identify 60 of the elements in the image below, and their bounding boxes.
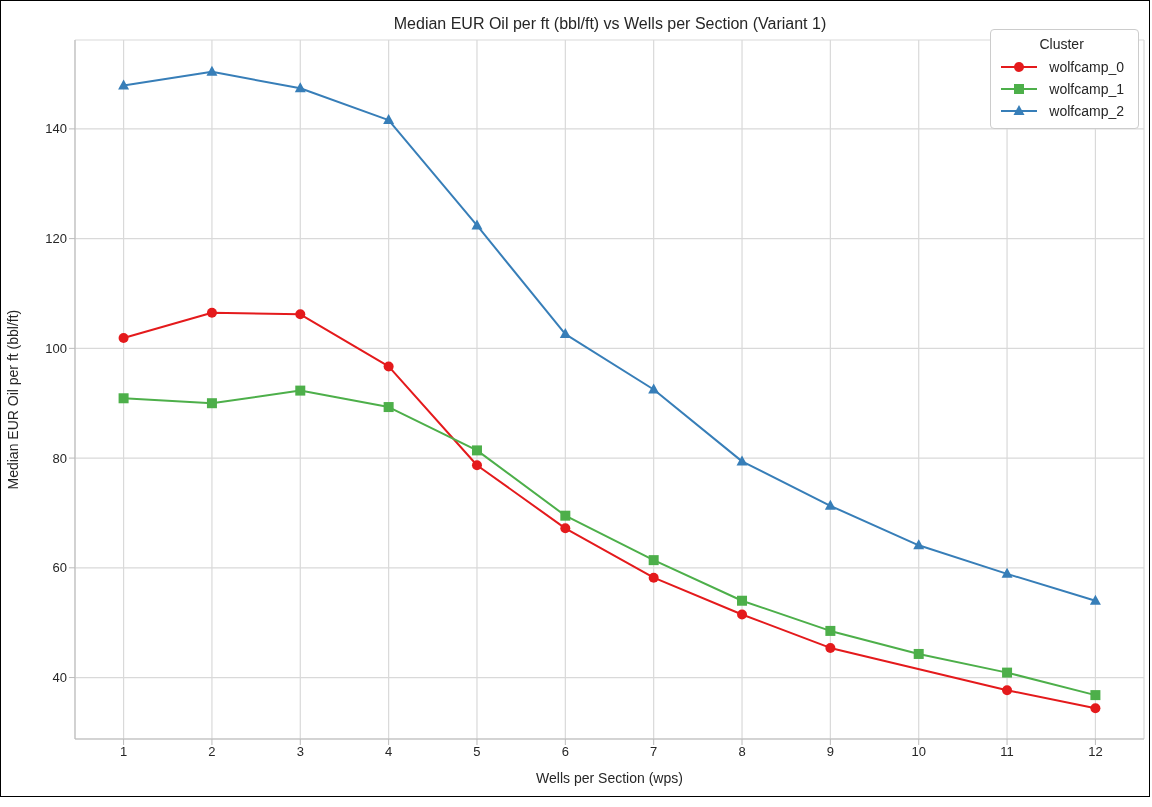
x-tick-label: 9 <box>826 744 834 760</box>
point <box>560 523 571 534</box>
x-tick-label: 5 <box>473 744 481 760</box>
point <box>1002 685 1013 696</box>
point <box>206 65 218 76</box>
x-tick-label: 11 <box>1000 744 1014 760</box>
point <box>295 309 306 320</box>
point <box>1002 667 1013 678</box>
point <box>206 398 217 409</box>
x-axis-title: Wells per Section (wps) <box>536 770 683 786</box>
y-tick-label: 80 <box>52 450 67 466</box>
point <box>1089 594 1101 605</box>
point <box>560 510 571 521</box>
x-tick-label: 3 <box>296 744 304 760</box>
point <box>737 609 748 620</box>
point <box>471 445 482 456</box>
x-tick-label: 10 <box>911 744 926 760</box>
x-tick-label: 6 <box>561 744 569 760</box>
point <box>824 499 836 510</box>
point <box>294 82 306 93</box>
point <box>648 572 659 583</box>
x-tick-label: 1 <box>119 744 128 760</box>
point <box>737 595 748 606</box>
y-axis-title: Median EUR Oil per ft (bbl/ft) <box>4 309 21 490</box>
chart-title: Median EUR Oil per ft (bbl/ft) vs Wells per Section (Variant 1) <box>392 15 828 33</box>
point <box>471 460 482 471</box>
legend-label: wolfcamp_0 <box>1049 59 1124 75</box>
point <box>736 455 748 466</box>
legend-label: wolfcamp_2 <box>1049 103 1124 119</box>
point <box>1090 690 1101 701</box>
point <box>1001 567 1013 578</box>
point <box>383 114 395 125</box>
point <box>825 642 836 653</box>
point <box>383 402 394 413</box>
x-tick-label: 12 <box>1088 744 1103 760</box>
point <box>1090 703 1101 714</box>
point <box>825 625 836 636</box>
point <box>383 361 394 372</box>
point <box>913 648 924 659</box>
x-tick-label: 7 <box>650 744 658 760</box>
legend-label: wolfcamp_1 <box>1049 81 1124 97</box>
y-tick-label: 140 <box>45 121 67 137</box>
y-tick-label: 120 <box>45 231 67 247</box>
point <box>648 555 659 566</box>
point <box>118 393 129 404</box>
point <box>913 539 925 550</box>
y-tick-label: 100 <box>45 340 67 356</box>
legend-title: Cluster <box>1038 36 1085 52</box>
point <box>118 79 130 90</box>
point <box>471 219 483 230</box>
point <box>295 385 306 396</box>
point <box>118 332 129 343</box>
x-tick-label: 2 <box>208 744 216 760</box>
x-tick-label: 4 <box>385 744 393 760</box>
x-tick-label: 8 <box>738 744 746 760</box>
point <box>648 383 660 394</box>
y-tick-label: 40 <box>52 670 67 686</box>
point <box>559 328 571 339</box>
point <box>206 307 217 318</box>
y-tick-label: 60 <box>52 560 67 576</box>
